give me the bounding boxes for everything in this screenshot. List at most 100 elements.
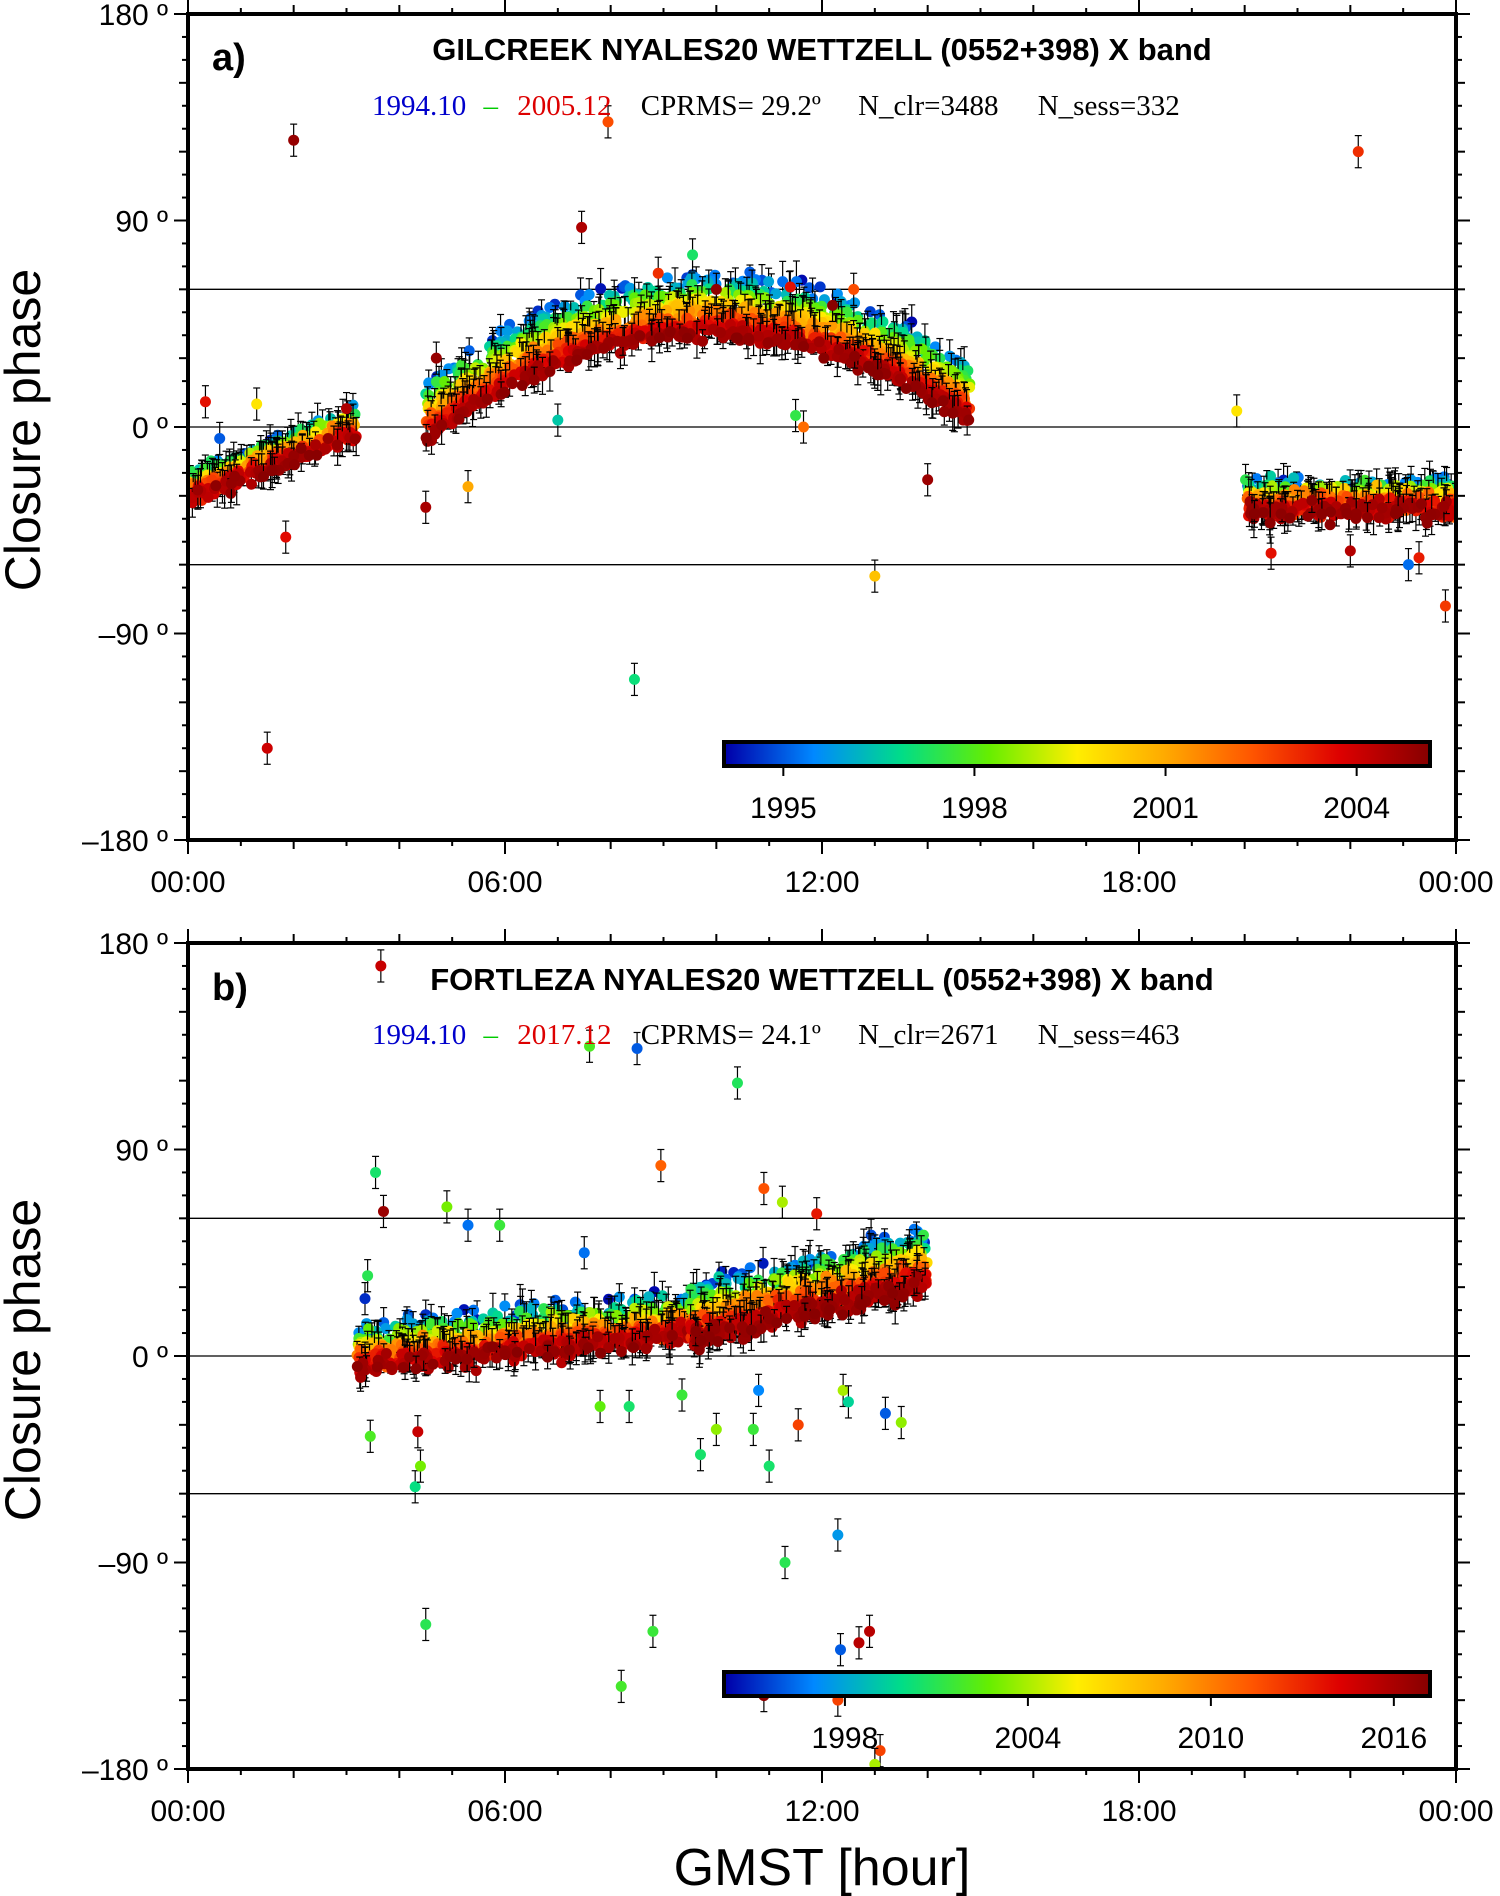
data-point — [1297, 497, 1309, 509]
data-point — [463, 345, 475, 357]
outlier-point — [790, 410, 802, 422]
data-point — [1316, 508, 1328, 520]
data-point — [595, 283, 607, 295]
data-point — [288, 450, 300, 462]
data-point — [654, 332, 666, 344]
data-point — [311, 449, 323, 461]
outlier-point — [214, 432, 226, 444]
data-point — [1425, 508, 1437, 520]
data-point — [715, 327, 727, 339]
data-point — [779, 339, 791, 351]
x-tick-label: 00:00 — [150, 866, 225, 899]
outlier-point — [798, 421, 810, 433]
data-point — [697, 335, 709, 347]
data-point — [322, 433, 334, 445]
data-point — [501, 325, 513, 337]
data-point — [1257, 507, 1269, 519]
data-point — [617, 306, 629, 318]
data-point — [429, 428, 441, 440]
data-point — [1302, 510, 1314, 522]
data-point — [499, 386, 511, 398]
data-point — [420, 432, 432, 444]
data-point — [634, 330, 646, 342]
data-point — [926, 397, 938, 409]
outlier-point — [430, 352, 442, 364]
data-point — [310, 439, 322, 451]
data-point — [1376, 502, 1388, 514]
outlier-point — [280, 531, 292, 543]
data-point — [571, 354, 583, 366]
data-point — [1421, 517, 1433, 529]
data-point — [818, 352, 830, 364]
data-points — [188, 105, 1456, 765]
data-point — [661, 304, 673, 316]
data-point — [763, 276, 775, 288]
data-point — [210, 480, 222, 492]
outlier-point — [552, 414, 564, 426]
data-point — [681, 332, 693, 344]
data-point — [661, 272, 673, 284]
data-point — [443, 363, 455, 375]
data-point — [453, 413, 465, 425]
data-point — [319, 443, 331, 455]
data-point — [639, 289, 651, 301]
data-point — [1389, 508, 1401, 520]
outlier-point — [687, 249, 699, 261]
data-point — [937, 395, 949, 407]
outlier-point — [1402, 559, 1414, 571]
data-point — [1264, 470, 1276, 482]
data-point — [813, 336, 825, 348]
data-point — [225, 487, 237, 499]
outlier-point — [1344, 545, 1356, 557]
data-point — [481, 393, 493, 405]
data-point — [547, 355, 559, 367]
outlier-point — [1439, 600, 1451, 612]
outlier-point — [462, 481, 474, 493]
data-point — [753, 330, 765, 342]
data-point — [944, 350, 956, 362]
data-point — [938, 406, 950, 418]
data-point — [349, 433, 361, 445]
data-point — [1373, 512, 1385, 524]
data-point — [614, 347, 626, 359]
data-point — [1324, 519, 1336, 531]
data-point — [436, 419, 448, 431]
data-point — [910, 380, 922, 392]
outlier-point — [652, 267, 664, 279]
data-point — [192, 484, 204, 496]
outlier-point — [628, 673, 640, 685]
data-point — [1384, 492, 1396, 504]
data-point — [1350, 512, 1362, 524]
data-point — [849, 350, 861, 362]
data-point — [202, 491, 214, 503]
outlier-point — [420, 501, 432, 513]
data-point — [506, 376, 518, 388]
data-point — [762, 337, 774, 349]
data-point — [229, 470, 241, 482]
data-point — [1371, 479, 1383, 491]
data-point — [583, 289, 595, 301]
outlier-point — [199, 396, 211, 408]
outlier-point — [784, 281, 796, 293]
data-point — [544, 366, 556, 378]
data-point — [581, 348, 593, 360]
outlier-point — [576, 221, 588, 233]
data-point — [266, 465, 278, 477]
x-tick-label: 06:00 — [467, 866, 542, 899]
data-point — [947, 407, 959, 419]
data-point — [894, 373, 906, 385]
x-tick-label: 00:00 — [1418, 866, 1493, 899]
data-point — [1288, 484, 1300, 496]
outlier-point — [827, 299, 839, 311]
data-point — [1284, 512, 1296, 524]
data-point — [814, 281, 826, 293]
outlier-point — [288, 134, 300, 146]
x-tick-label: 18:00 — [1101, 866, 1176, 899]
data-point — [863, 360, 875, 372]
data-point — [516, 380, 528, 392]
data-point — [331, 439, 343, 451]
outlier-point — [1352, 146, 1364, 158]
data-point — [730, 332, 742, 344]
